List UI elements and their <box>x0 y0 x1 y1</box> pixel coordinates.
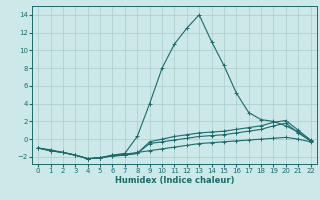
X-axis label: Humidex (Indice chaleur): Humidex (Indice chaleur) <box>115 176 234 185</box>
